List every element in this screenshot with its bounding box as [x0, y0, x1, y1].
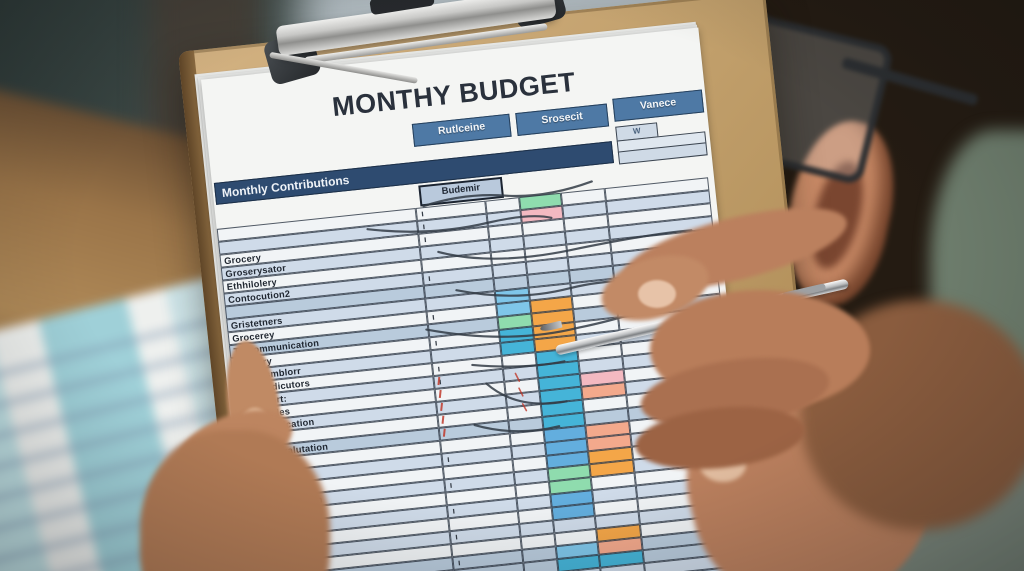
- pen-hand-thumb-nail: [638, 280, 676, 308]
- pen-tick-mark: ı: [427, 272, 432, 284]
- pen-tick-mark: ı: [446, 453, 451, 465]
- red-pen-mark: [438, 389, 447, 399]
- pen-tick-mark: ı: [436, 363, 441, 374]
- pen-tick-mark: ı: [454, 531, 459, 542]
- pen-tick-mark: ı: [449, 479, 453, 490]
- pen-tick-mark: ı: [434, 337, 438, 348]
- left-hand-fist: [140, 430, 330, 571]
- red-pen-mark: [437, 376, 446, 386]
- red-pen-mark: [440, 402, 448, 412]
- pen-tick-mark: ı: [423, 234, 427, 245]
- pen-tick-mark: ı: [451, 505, 456, 516]
- red-pen-mark: [442, 428, 451, 438]
- pen-tick-mark: ı: [431, 311, 436, 322]
- pen-tick-mark: ı: [457, 557, 461, 568]
- column-header: Srosecit: [515, 103, 610, 136]
- column-header: Rutlceine: [411, 113, 512, 147]
- pen-tick-mark: ı: [422, 221, 426, 232]
- red-pen-mark: [441, 415, 450, 425]
- column-header: Vanece: [612, 89, 705, 122]
- pen-tick-mark: ı: [420, 208, 425, 219]
